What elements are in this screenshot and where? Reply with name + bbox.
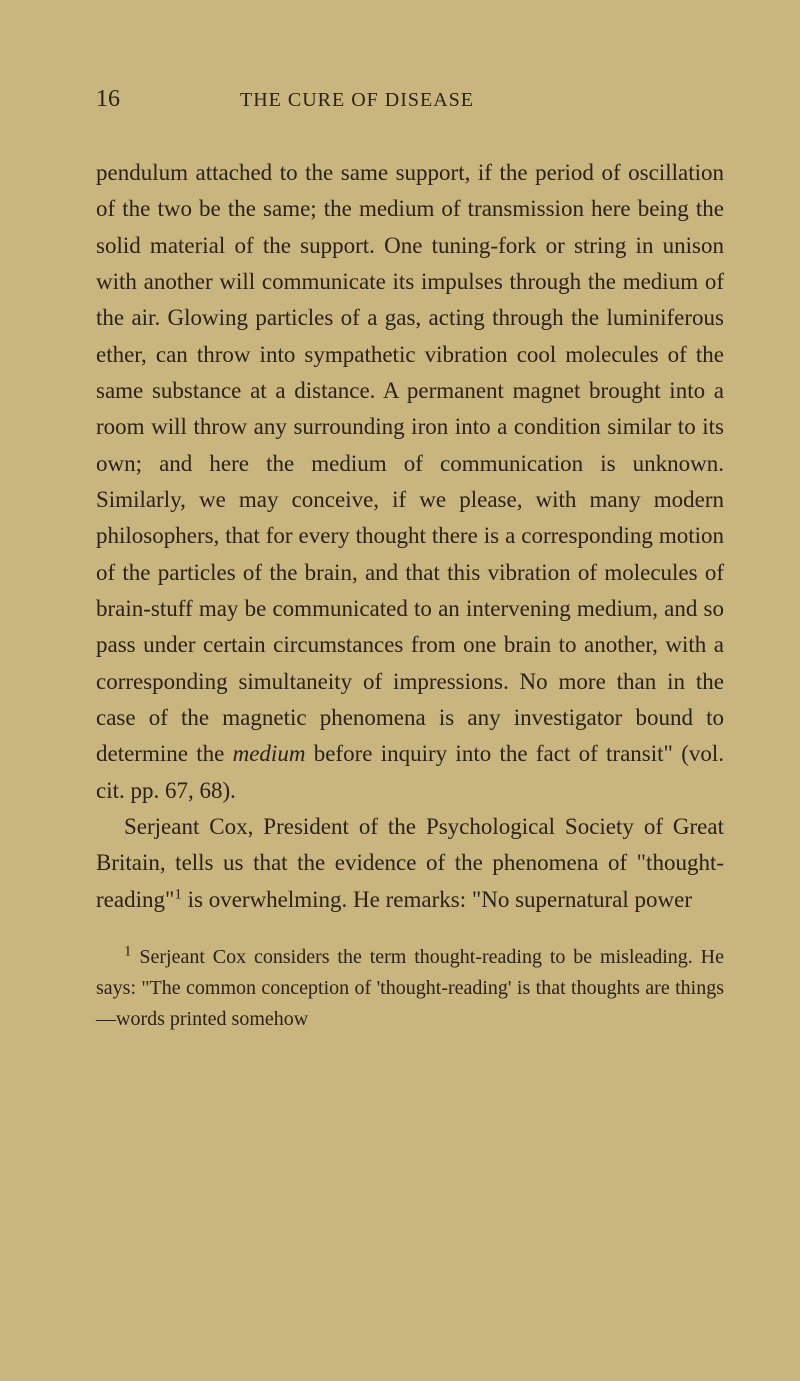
footnote-number: 1 <box>124 943 132 959</box>
p1-italic-medium: medium <box>233 741 306 766</box>
p1-main: pendulum attached to the same support, i… <box>96 160 724 766</box>
footnote-1: 1 Serjeant Cox considers the term though… <box>96 942 724 1035</box>
page-header: 16 THE CURE OF DISEASE <box>96 86 724 113</box>
p2-mid: is overwhelming. He remarks: "No superna… <box>182 887 692 912</box>
paragraph-1: pendulum attached to the same support, i… <box>96 155 724 809</box>
running-title: THE CURE OF DISEASE <box>240 89 474 112</box>
body-text: pendulum attached to the same support, i… <box>96 155 724 918</box>
page-number: 16 <box>96 86 120 113</box>
paragraph-2: Serjeant Cox, President of the Psycholog… <box>96 809 724 918</box>
footnote-text: Serjeant Cox considers the term thought-… <box>96 946 724 1030</box>
footnote-ref-1: 1 <box>174 886 182 902</box>
